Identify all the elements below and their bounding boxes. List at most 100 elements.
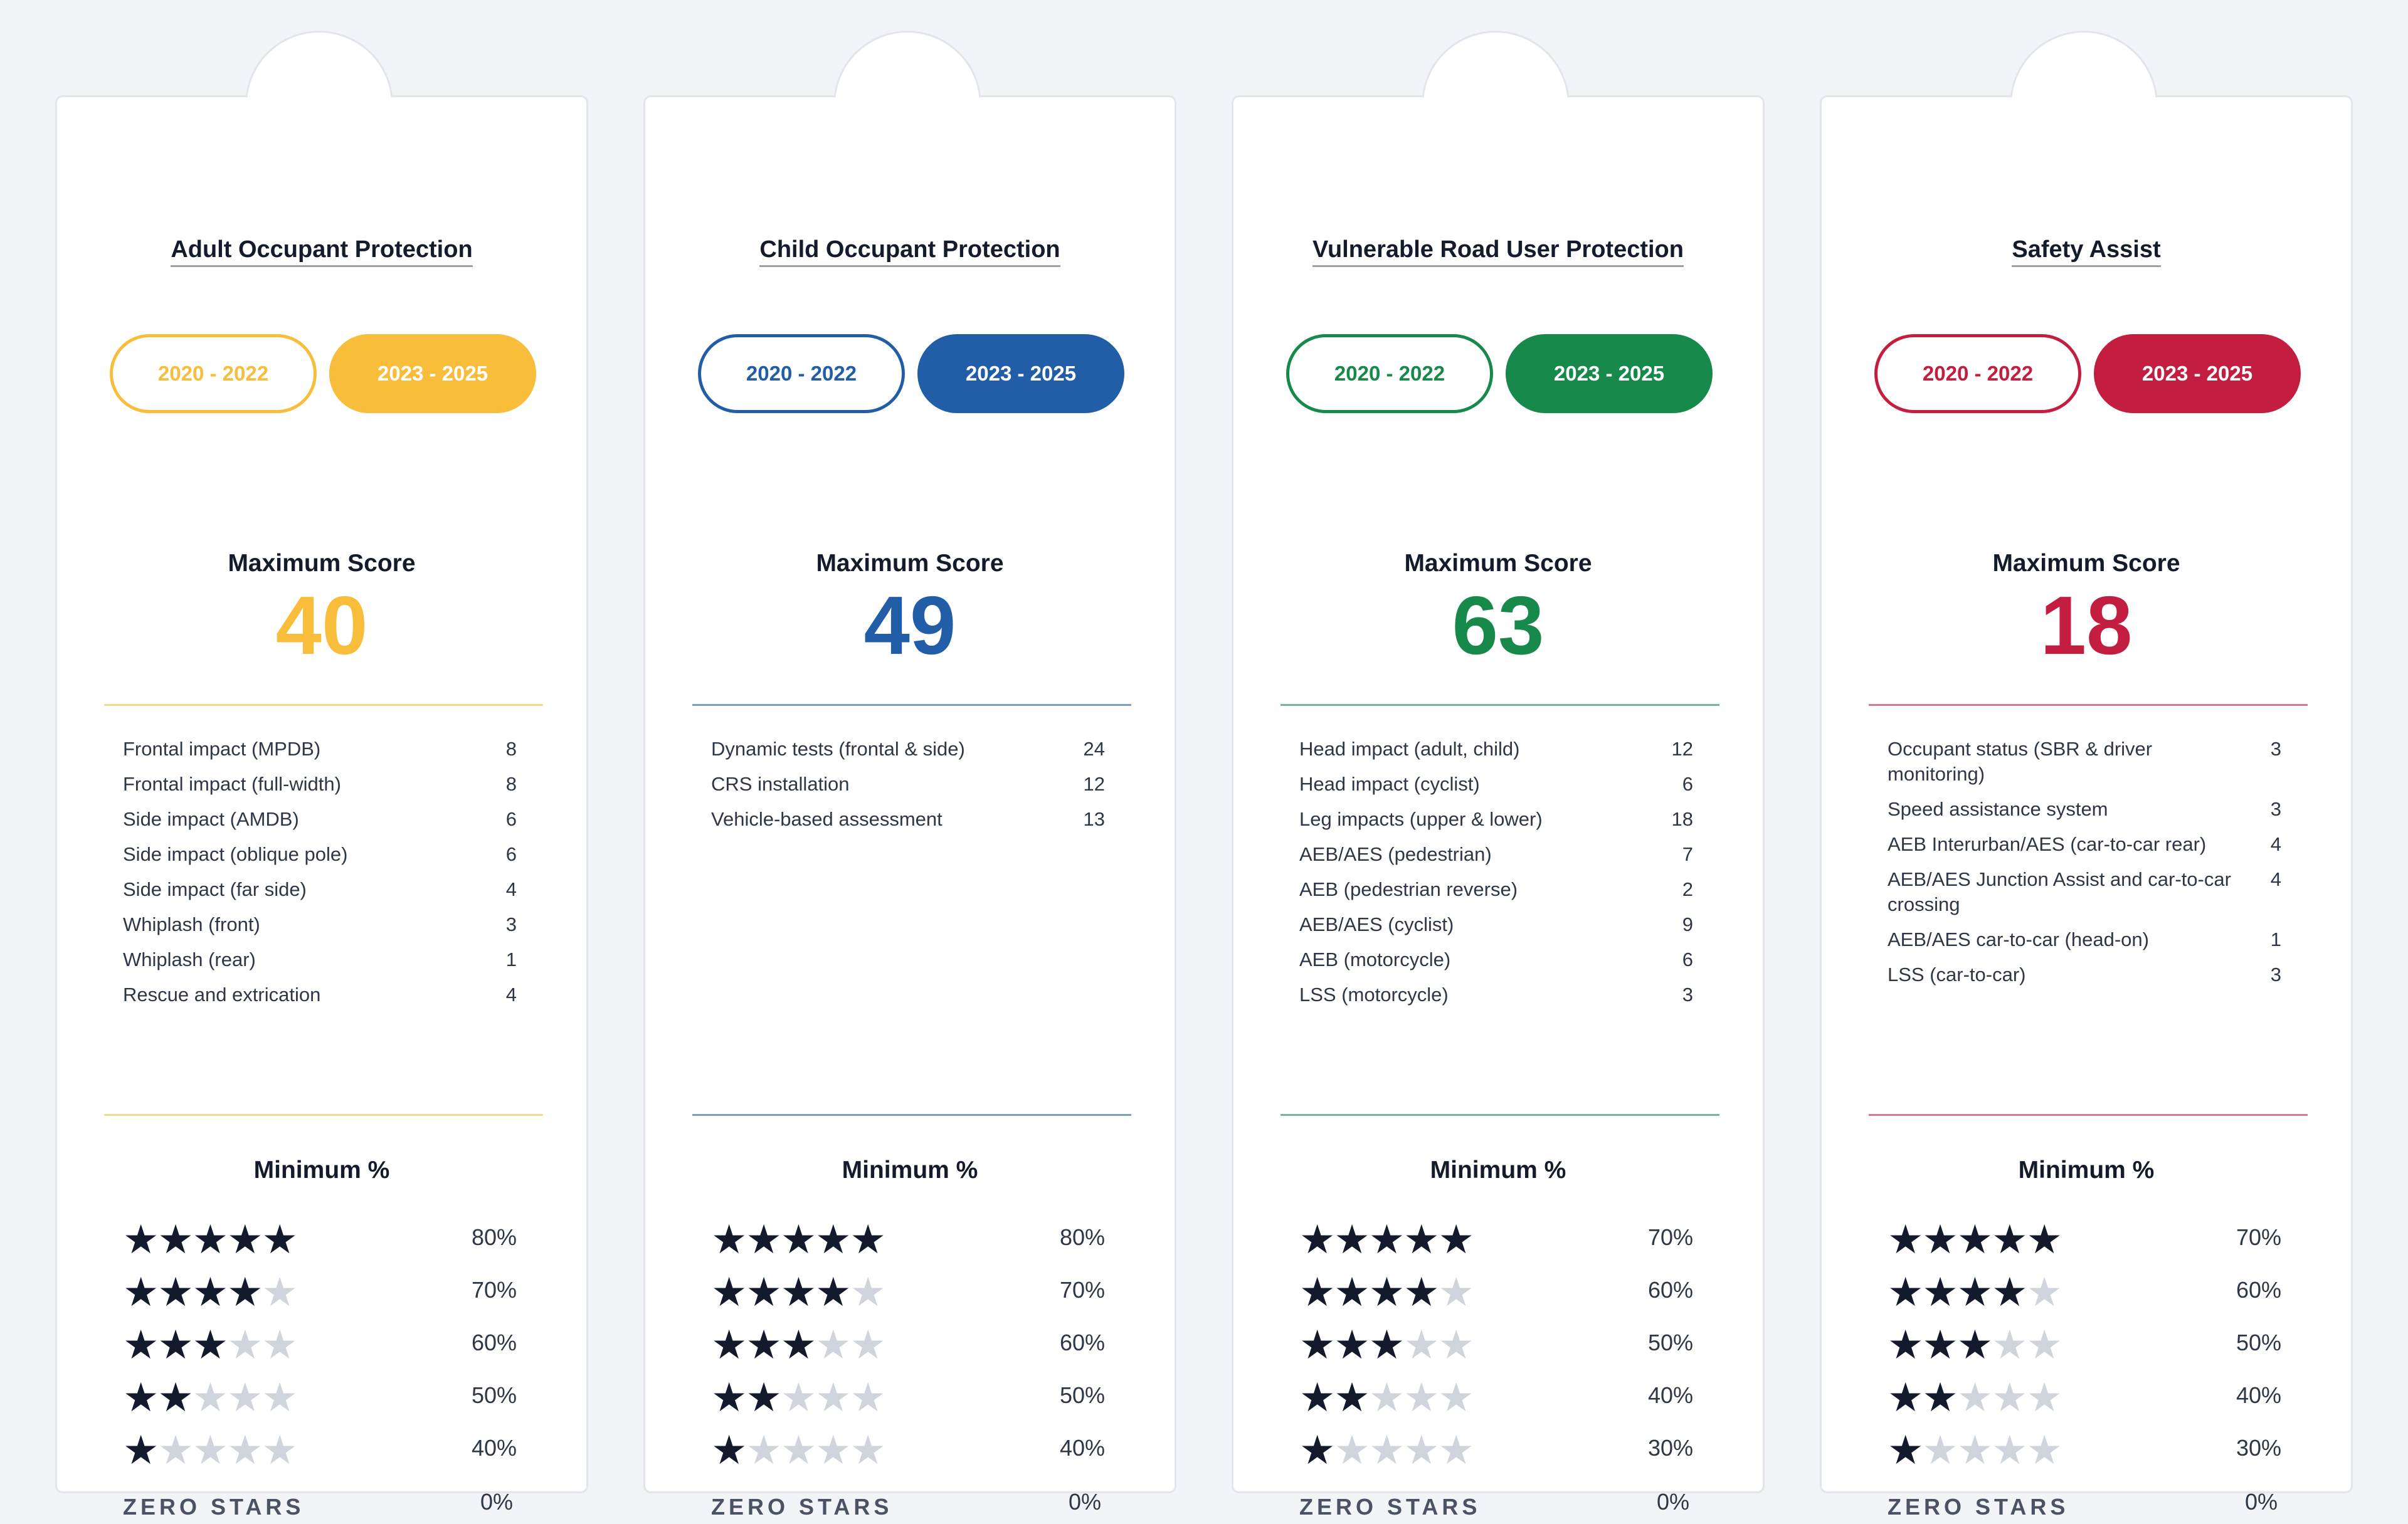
range-2023-2025-button[interactable]: 2023 - 2025 (917, 334, 1124, 413)
score-item-points: 2 (1682, 878, 1693, 900)
score-breakdown-list: Occupant status (SBR & driver monitoring… (1888, 737, 2281, 997)
card-title[interactable]: Adult Occupant Protection (57, 236, 586, 267)
score-item-row: Vehicle-based assessment 13 (711, 807, 1105, 832)
star-filled-icon: ★ (157, 1375, 193, 1420)
divider (1281, 704, 1719, 706)
max-score-value: 18 (2040, 579, 2133, 671)
score-item-points: 6 (505, 843, 517, 865)
star-empty-icon: ★ (815, 1427, 851, 1473)
star-threshold-row: ★★★★★ 60% (711, 1325, 1105, 1377)
score-item-row: Whiplash (front) 3 (123, 912, 517, 937)
star-empty-icon: ★ (261, 1427, 298, 1473)
score-item-points: 4 (505, 984, 517, 1006)
star-filled-icon: ★ (1368, 1217, 1405, 1262)
score-item-row: Frontal impact (MPDB) 8 (123, 737, 517, 762)
star-empty-icon: ★ (850, 1322, 886, 1367)
score-item-label: Leg impacts (upper & lower) (1299, 808, 1543, 830)
card-child-occupant-protection: Child Occupant Protection 2020 - 2022 20… (643, 31, 1176, 1520)
star-empty-icon: ★ (2026, 1427, 2062, 1473)
score-item-points: 6 (1682, 773, 1693, 795)
star-rating: ★★★★★ (711, 1269, 886, 1315)
card-safety-assist: Safety Assist 2020 - 2022 2023 - 2025 Ma… (1820, 31, 2353, 1520)
score-item-points: 8 (505, 738, 517, 760)
score-item-row: Side impact (AMDB) 6 (123, 807, 517, 832)
max-score-value: 49 (863, 579, 956, 671)
score-item-row: AEB/AES (cyclist) 9 (1299, 912, 1693, 937)
star-filled-icon: ★ (1888, 1375, 1923, 1420)
star-filled-icon: ★ (711, 1217, 747, 1262)
max-score-label: Maximum Score (1992, 550, 2180, 577)
star-threshold-row: ★★★★★ 70% (711, 1272, 1105, 1325)
range-2020-2022-button[interactable]: 2020 - 2022 (1874, 334, 2081, 413)
star-empty-icon: ★ (815, 1375, 851, 1420)
star-filled-icon: ★ (157, 1269, 193, 1315)
score-item-label: Speed assistance system (1888, 798, 2108, 820)
zero-stars-percent: 0% (480, 1489, 513, 1515)
threshold-percent: 50% (2236, 1330, 2281, 1355)
card-title[interactable]: Vulnerable Road User Protection (1233, 236, 1763, 267)
range-2023-2025-button[interactable]: 2023 - 2025 (1506, 334, 1713, 413)
star-rating: ★★★★★ (123, 1427, 298, 1473)
zero-stars-label: ZERO STARS (711, 1494, 893, 1520)
max-score-value: 63 (1452, 579, 1545, 671)
divider (692, 704, 1131, 706)
star-empty-icon: ★ (227, 1322, 263, 1367)
score-item-row: AEB/AES car-to-car (head-on) 1 (1888, 927, 2281, 952)
threshold-percent: 70% (471, 1277, 517, 1303)
zero-stars-label: ZERO STARS (1888, 1494, 2069, 1520)
score-item-label: Vehicle-based assessment (711, 808, 943, 830)
star-rating: ★★★★★ (1888, 1272, 2062, 1312)
score-item-label: AEB/AES (pedestrian) (1299, 843, 1492, 865)
star-threshold-row: ★★★★★ 70% (123, 1272, 517, 1325)
star-filled-icon: ★ (746, 1375, 781, 1420)
year-range-toggle: 2020 - 2022 2023 - 2025 (1874, 334, 2302, 413)
score-item-label: AEB/AES car-to-car (head-on) (1888, 928, 2149, 950)
range-2020-2022-button[interactable]: 2020 - 2022 (698, 334, 905, 413)
star-rating: ★★★★★ (1888, 1375, 2062, 1420)
star-thresholds: ★★★★★ 80% ★★★★★ 70% ★★★★★ 60% ★★★★★ 50% ★★★★★ 40% (711, 1219, 1105, 1483)
card-title[interactable]: Safety Assist (1822, 236, 2351, 267)
range-2020-2022-button[interactable]: 2020 - 2022 (110, 334, 317, 413)
score-item-points: 9 (1682, 913, 1693, 935)
score-item-points: 4 (2270, 833, 2281, 855)
star-filled-icon: ★ (815, 1217, 851, 1262)
star-empty-icon: ★ (1438, 1269, 1474, 1315)
star-empty-icon: ★ (1438, 1375, 1474, 1420)
star-filled-icon: ★ (123, 1269, 159, 1315)
star-empty-icon: ★ (1368, 1427, 1405, 1473)
threshold-percent: 60% (2236, 1277, 2281, 1303)
threshold-percent: 40% (1059, 1435, 1105, 1461)
score-item-label: Whiplash (rear) (123, 949, 256, 970)
zero-stars-label: ZERO STARS (1299, 1494, 1481, 1520)
star-rating: ★★★★★ (1299, 1269, 1474, 1315)
star-empty-icon: ★ (227, 1427, 263, 1473)
card-title[interactable]: Child Occupant Protection (645, 236, 1175, 267)
score-item-points: 18 (1671, 808, 1693, 830)
range-2023-2025-button[interactable]: 2023 - 2025 (329, 334, 536, 413)
score-item-row: LSS (motorcycle) 3 (1299, 982, 1693, 1007)
score-item-label: Dynamic tests (frontal & side) (711, 738, 965, 760)
star-filled-icon: ★ (1299, 1217, 1335, 1262)
threshold-percent: 40% (2236, 1382, 2281, 1408)
star-filled-icon: ★ (1888, 1322, 1923, 1367)
star-rating: ★★★★★ (711, 1375, 886, 1420)
minimum-percent-label: Minimum % (253, 1157, 390, 1184)
threshold-percent: 80% (1059, 1224, 1105, 1250)
star-filled-icon: ★ (227, 1269, 263, 1315)
star-thresholds: ★★★★★ 70% ★★★★★ 60% ★★★★★ 50% ★★★★★ 40% ★★★★★ 30% (1888, 1219, 2281, 1483)
score-item-label: Side impact (far side) (123, 878, 307, 900)
star-filled-icon: ★ (815, 1269, 851, 1315)
star-filled-icon: ★ (1922, 1375, 1958, 1420)
minimum-percent-label: Minimum % (2018, 1157, 2155, 1184)
range-2020-2022-button[interactable]: 2020 - 2022 (1286, 334, 1493, 413)
score-item-points: 12 (1083, 773, 1105, 795)
star-empty-icon: ★ (2026, 1322, 2062, 1367)
card-tab (833, 31, 981, 98)
star-threshold-row: ★★★★★ 70% (1299, 1219, 1693, 1272)
range-2023-2025-button[interactable]: 2023 - 2025 (2094, 334, 2301, 413)
star-empty-icon: ★ (850, 1427, 886, 1473)
score-item-label: AEB/AES Junction Assist and car-to-car c… (1888, 868, 2231, 915)
star-empty-icon: ★ (261, 1322, 298, 1367)
star-threshold-row: ★★★★★ 40% (123, 1430, 517, 1483)
star-threshold-row: ★★★★★ 50% (1888, 1325, 2281, 1377)
